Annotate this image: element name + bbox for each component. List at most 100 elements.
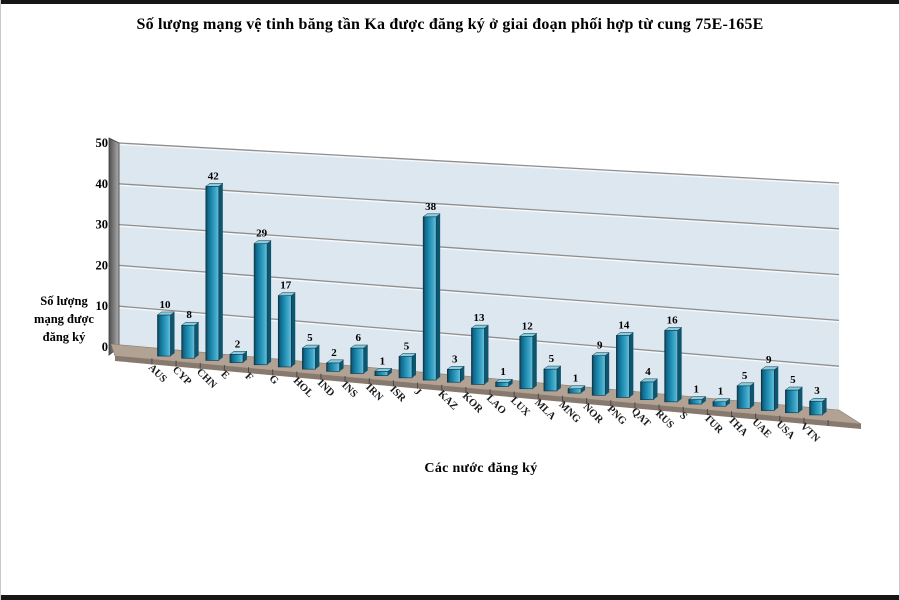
bar-value-label: 5 bbox=[742, 370, 748, 382]
bar-top bbox=[470, 324, 490, 329]
x-axis-title: Các nước đăng ký bbox=[424, 461, 538, 476]
bar-value-label: 5 bbox=[549, 353, 555, 365]
bar-value-label: 8 bbox=[186, 309, 192, 321]
bar-top bbox=[349, 344, 369, 349]
bar-value-label: 6 bbox=[355, 332, 361, 344]
bar-value-label: 3 bbox=[814, 385, 820, 397]
bar-side bbox=[508, 379, 513, 387]
bar bbox=[181, 324, 195, 359]
bar-side bbox=[798, 387, 803, 413]
bar-value-label: 1 bbox=[718, 386, 724, 398]
bar-top bbox=[422, 213, 441, 218]
bar-side bbox=[267, 240, 272, 365]
bar-top bbox=[543, 365, 562, 370]
bar-value-label: 9 bbox=[766, 354, 772, 366]
bar bbox=[543, 368, 558, 392]
bar-side bbox=[387, 368, 392, 376]
plot-back-wall bbox=[119, 143, 839, 412]
bar-side bbox=[436, 213, 441, 381]
plot-floor-edge bbox=[115, 356, 861, 429]
bar-side bbox=[170, 311, 175, 357]
bar-top bbox=[253, 240, 272, 244]
bar-top bbox=[639, 378, 659, 383]
bar-top bbox=[688, 396, 707, 400]
gridline bbox=[118, 183, 840, 230]
bar-top bbox=[591, 352, 610, 356]
bar bbox=[326, 362, 340, 372]
bar-value-label: 13 bbox=[473, 312, 485, 324]
y-tick-label: 20 bbox=[96, 258, 109, 272]
bar bbox=[664, 330, 678, 403]
bar-top bbox=[398, 353, 417, 357]
bar-top bbox=[615, 332, 635, 336]
bar-side bbox=[653, 378, 658, 400]
bar-value-label: 1 bbox=[694, 384, 700, 396]
gridline-highlight bbox=[118, 225, 840, 277]
bar-value-label: 14 bbox=[618, 319, 630, 331]
bar-value-label: 1 bbox=[380, 355, 386, 367]
bar-value-label: 2 bbox=[331, 347, 337, 359]
category-label: CHN bbox=[194, 367, 219, 392]
top-border bbox=[1, 0, 899, 4]
y-tick-label: 0 bbox=[102, 340, 108, 354]
bar bbox=[229, 353, 244, 363]
bar bbox=[519, 336, 534, 390]
bar bbox=[422, 216, 437, 381]
bar-side bbox=[291, 292, 296, 367]
bar-top bbox=[277, 292, 296, 296]
category-label: IND bbox=[315, 378, 337, 400]
bar-side bbox=[677, 327, 682, 402]
bar-top bbox=[205, 183, 224, 187]
bar bbox=[205, 186, 220, 361]
gridline-highlight bbox=[118, 184, 840, 231]
bar bbox=[736, 385, 751, 409]
bar-side bbox=[629, 332, 634, 398]
bar-top bbox=[808, 397, 828, 402]
bar-value-label: 5 bbox=[404, 340, 410, 352]
gridline bbox=[118, 264, 840, 322]
bar-side bbox=[532, 333, 537, 389]
bar-top bbox=[229, 351, 248, 355]
bottom-border bbox=[1, 595, 899, 600]
y-axis-title: Số lượng mạng được đăng ký bbox=[34, 294, 94, 345]
category-label: LAO bbox=[484, 393, 508, 417]
bar bbox=[302, 347, 316, 370]
bar-side bbox=[822, 398, 827, 415]
bar-value-label: 1 bbox=[573, 373, 579, 385]
bar-value-label: 42 bbox=[208, 170, 220, 182]
bar bbox=[785, 389, 799, 414]
bar-value-label: 5 bbox=[790, 374, 796, 386]
bar-value-label: 5 bbox=[307, 332, 313, 344]
bar-side bbox=[363, 345, 368, 374]
y-tick-label: 30 bbox=[96, 218, 109, 232]
category-label: E bbox=[218, 369, 231, 382]
bar bbox=[616, 335, 630, 398]
category-label: HOL bbox=[291, 375, 315, 399]
gridline bbox=[118, 223, 840, 276]
bar-top bbox=[712, 398, 731, 402]
bar-side bbox=[484, 325, 489, 385]
bar-side bbox=[750, 382, 755, 409]
bar bbox=[688, 399, 703, 405]
category-label: F bbox=[242, 371, 254, 383]
bar-value-label: 38 bbox=[425, 201, 437, 213]
bar bbox=[374, 371, 389, 376]
bar-top bbox=[760, 366, 779, 371]
category-label: KOR bbox=[460, 391, 485, 416]
y-tick-label: 40 bbox=[96, 177, 109, 191]
category-label: MLA bbox=[532, 397, 557, 422]
bar bbox=[471, 327, 485, 385]
category-label: CYP bbox=[170, 365, 193, 388]
bar-value-label: 9 bbox=[597, 340, 603, 352]
category-label: KAZ bbox=[436, 389, 460, 413]
bar-top bbox=[736, 382, 755, 387]
bar-value-label: 4 bbox=[645, 366, 651, 378]
bar-value-label: 16 bbox=[667, 314, 679, 326]
bar-side bbox=[774, 366, 779, 411]
category-label: J bbox=[412, 386, 423, 397]
bar-top bbox=[446, 366, 466, 370]
bar-value-label: 17 bbox=[280, 280, 292, 292]
bar-value-label: 10 bbox=[160, 299, 172, 311]
